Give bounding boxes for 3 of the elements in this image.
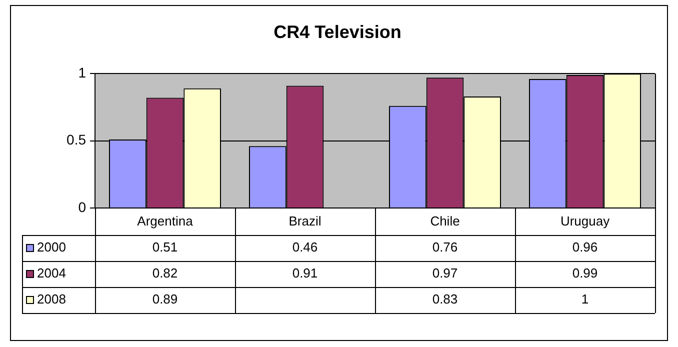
chart-title: CR4 Television [274,22,402,42]
y-tick-label: 0.5 [66,132,86,148]
y-tick-label: 1 [78,64,86,80]
